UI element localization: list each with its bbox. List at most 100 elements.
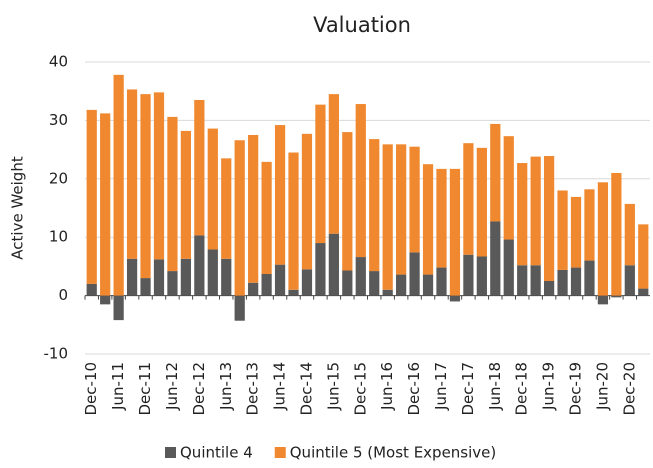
bar-segment bbox=[570, 196, 582, 268]
bar-segment bbox=[167, 116, 178, 272]
x-tick-label: Dec-20 bbox=[620, 362, 638, 416]
bar-segment bbox=[261, 273, 272, 296]
bar-segment bbox=[463, 143, 474, 255]
bar-segment bbox=[517, 265, 528, 296]
bar-segment bbox=[422, 274, 434, 296]
bar-segment bbox=[503, 239, 514, 296]
bar-segment bbox=[624, 203, 635, 266]
y-tick-label: 30 bbox=[49, 111, 68, 129]
bar-segment bbox=[153, 92, 165, 260]
y-tick-label: 0 bbox=[58, 286, 68, 304]
bar-segment bbox=[328, 233, 339, 296]
bar-segment bbox=[396, 144, 407, 275]
bar-segment bbox=[517, 163, 528, 266]
x-tick-label: Jun-19 bbox=[540, 362, 558, 411]
bar-segment bbox=[140, 94, 151, 279]
y-tick-label: -10 bbox=[44, 345, 69, 363]
x-tick-label: Dec-17 bbox=[459, 362, 477, 416]
bar-segment bbox=[557, 190, 568, 270]
bar-segment bbox=[543, 281, 555, 296]
bar-segment bbox=[221, 158, 232, 259]
bar-segment bbox=[100, 113, 111, 296]
bar-segment bbox=[315, 243, 326, 296]
bar-segment bbox=[597, 182, 609, 296]
x-tick-label: Jun-12 bbox=[163, 362, 181, 411]
legend-label: Quintile 5 (Most Expensive) bbox=[290, 444, 497, 462]
bar-segment bbox=[476, 147, 487, 257]
x-tick-label: Jun-20 bbox=[593, 362, 611, 411]
bar-segment bbox=[611, 295, 622, 298]
y-tick-label: 10 bbox=[49, 228, 68, 246]
bar-segment bbox=[382, 144, 393, 290]
x-tick-label: Dec-16 bbox=[405, 362, 423, 416]
bar-segment bbox=[100, 295, 111, 305]
y-tick-label: 20 bbox=[49, 169, 68, 187]
bar-segment bbox=[153, 259, 165, 296]
bar-segment bbox=[611, 172, 622, 296]
x-tick-label: Dec-14 bbox=[297, 362, 315, 416]
bar-segment bbox=[301, 269, 313, 296]
bar-segment bbox=[328, 94, 339, 234]
legend-swatch bbox=[165, 447, 176, 458]
bar-segment bbox=[490, 123, 501, 222]
bar-segment bbox=[396, 274, 407, 296]
x-tick-label: Dec-18 bbox=[513, 362, 531, 416]
x-tick-label: Dec-10 bbox=[82, 362, 100, 416]
bar-segment bbox=[140, 278, 151, 296]
x-tick-label: Dec-19 bbox=[567, 362, 585, 416]
bar-segment bbox=[180, 258, 192, 296]
y-tick-label: 40 bbox=[49, 53, 68, 71]
bar-segment bbox=[597, 295, 609, 305]
bar-segment bbox=[530, 265, 541, 296]
bar-segment bbox=[248, 282, 259, 296]
bar-segment bbox=[194, 99, 205, 236]
x-tick-label: Jun-16 bbox=[378, 362, 396, 411]
bar-segment bbox=[369, 139, 380, 272]
bar-segment bbox=[301, 133, 313, 270]
bar-segment bbox=[288, 152, 299, 290]
bar-segment bbox=[342, 132, 353, 271]
bar-segment bbox=[274, 125, 286, 265]
x-tick-label: Jun-14 bbox=[271, 362, 289, 411]
bar-segment bbox=[584, 260, 595, 296]
x-tick-label: Jun-15 bbox=[324, 362, 342, 411]
bar-segment bbox=[261, 161, 272, 274]
legend-swatch bbox=[274, 447, 286, 458]
bar-segment bbox=[221, 258, 232, 296]
x-tick-label: Dec-13 bbox=[244, 362, 262, 416]
bar-segment bbox=[557, 269, 568, 296]
x-tick-label: Jun-11 bbox=[109, 362, 127, 411]
x-tick-label: Jun-13 bbox=[217, 362, 235, 411]
bar-segment bbox=[113, 74, 124, 296]
bar-segment bbox=[530, 156, 541, 266]
bar-segment bbox=[113, 295, 124, 321]
bar-segment bbox=[436, 168, 447, 268]
bar-segment bbox=[86, 283, 97, 296]
bar-segment bbox=[409, 146, 420, 253]
bar-segment bbox=[382, 289, 393, 296]
bar-segment bbox=[463, 254, 474, 296]
bar-segment bbox=[490, 221, 501, 296]
x-tick-label: Jun-18 bbox=[486, 362, 504, 411]
x-tick-label: Dec-12 bbox=[190, 362, 208, 416]
bar-segment bbox=[86, 109, 97, 284]
bar-segment bbox=[638, 288, 649, 296]
bar-segment bbox=[543, 156, 555, 281]
bar-segment bbox=[194, 235, 205, 296]
bar-segment bbox=[449, 168, 461, 296]
x-tick-label: Dec-15 bbox=[351, 362, 369, 416]
bar-segment bbox=[584, 189, 595, 261]
bar-segment bbox=[449, 295, 461, 302]
bar-segment bbox=[624, 265, 635, 296]
bar-segment bbox=[409, 252, 420, 296]
bar-segment bbox=[207, 128, 218, 250]
bar-segment bbox=[476, 256, 487, 296]
bar-segment bbox=[234, 140, 245, 296]
bar-segment bbox=[355, 257, 366, 296]
y-axis-label: Active Weight bbox=[9, 156, 27, 260]
bar-segment bbox=[126, 89, 138, 259]
bar-segment bbox=[207, 249, 218, 296]
bar-segment bbox=[638, 224, 649, 289]
bar-segment bbox=[126, 258, 138, 296]
chart-title: Valuation bbox=[313, 13, 411, 37]
